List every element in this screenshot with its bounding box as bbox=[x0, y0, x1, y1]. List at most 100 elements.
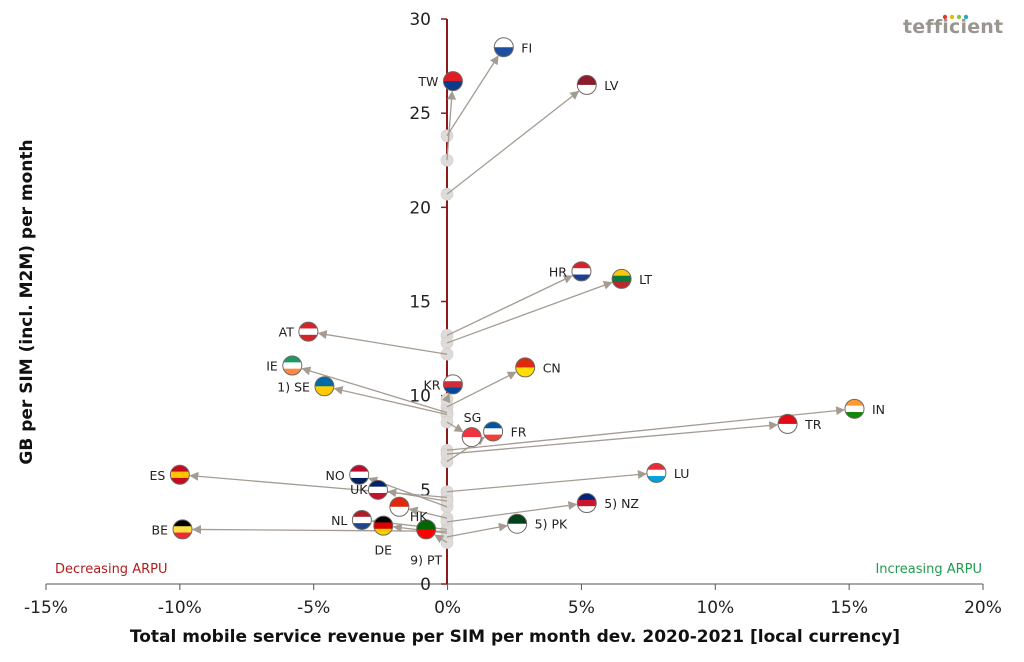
country-marker-hr bbox=[571, 261, 592, 282]
arrow-be bbox=[192, 525, 448, 535]
country-marker-kr bbox=[442, 374, 463, 395]
arrow-1-se bbox=[333, 386, 448, 416]
arrow-in bbox=[446, 406, 846, 451]
y-axis-title: GB per SIM (incl. M2M) per month bbox=[17, 139, 37, 464]
country-label-de: DE bbox=[375, 543, 393, 558]
country-label-be: BE bbox=[152, 522, 169, 537]
arrow-5-nz bbox=[446, 501, 578, 523]
country-marker-5-nz bbox=[576, 493, 597, 514]
country-marker-be bbox=[172, 519, 193, 540]
country-marker-lv bbox=[576, 74, 597, 95]
country-label-uk: UK bbox=[350, 482, 368, 497]
arrows bbox=[189, 55, 846, 544]
country-marker-5-pk bbox=[507, 513, 528, 534]
country-markers bbox=[169, 37, 865, 540]
country-marker-1-se bbox=[314, 376, 335, 397]
arrow-cn bbox=[446, 371, 517, 408]
increasing-arpu-label: Increasing ARPU bbox=[875, 562, 982, 577]
y-tick-label: 15 bbox=[409, 293, 431, 313]
country-marker-fi bbox=[493, 37, 514, 58]
country-label-tw: TW bbox=[417, 74, 438, 89]
arrow-hr bbox=[446, 275, 573, 336]
country-labels: FI TW LV HR LT AT CN IE KR 1) SE SG FR IN TR LU NO ES UK H… bbox=[150, 40, 886, 567]
country-label-ie: IE bbox=[266, 359, 278, 374]
x-tick-label: 15% bbox=[830, 598, 868, 618]
arrow-lv bbox=[446, 90, 580, 195]
y-tick-label: 30 bbox=[409, 10, 431, 30]
x-tick-label: -15% bbox=[24, 598, 68, 618]
country-marker-sg bbox=[461, 427, 482, 448]
arrow-9-pt bbox=[434, 534, 448, 544]
country-label-lt: LT bbox=[639, 272, 652, 287]
country-label-in: IN bbox=[872, 402, 885, 417]
country-marker-cn bbox=[515, 357, 536, 378]
country-marker-tw bbox=[442, 71, 463, 92]
country-label-hr: HR bbox=[549, 264, 567, 279]
country-marker-in bbox=[844, 398, 865, 419]
country-label-tr: TR bbox=[804, 417, 822, 432]
country-label-fi: FI bbox=[521, 40, 532, 55]
country-label-lu: LU bbox=[674, 466, 690, 481]
country-label-9-pt: 9) PT bbox=[410, 552, 442, 567]
country-label-lv: LV bbox=[604, 78, 619, 93]
country-marker-lt bbox=[611, 268, 632, 289]
x-axis-title: Total mobile service revenue per SIM per… bbox=[130, 627, 900, 647]
country-label-5-pk: 5) PK bbox=[535, 517, 568, 532]
arrow-lu bbox=[446, 470, 647, 493]
y-tick-label: 20 bbox=[409, 198, 431, 218]
arrow-ie bbox=[301, 366, 448, 414]
logo-dot-4 bbox=[963, 14, 969, 20]
arrow-tw bbox=[446, 90, 457, 161]
country-label-kr: KR bbox=[424, 377, 441, 392]
tefficient-logo: tefficient bbox=[903, 14, 1003, 38]
arrow-at bbox=[317, 330, 448, 355]
logo-dot-2 bbox=[949, 14, 955, 20]
arrow-5-pk bbox=[446, 522, 508, 538]
x-tick-label: -5% bbox=[297, 598, 330, 618]
logo-text: tefficient bbox=[903, 16, 1003, 38]
country-marker-lu bbox=[646, 462, 667, 483]
country-label-hk: HK bbox=[410, 509, 428, 524]
country-label-sg: SG bbox=[464, 410, 482, 425]
y-tick-label: 0 bbox=[420, 575, 431, 595]
x-tick-label: -10% bbox=[158, 598, 202, 618]
country-label-fr: FR bbox=[511, 424, 527, 439]
arrow-kr bbox=[441, 393, 451, 404]
country-marker-no bbox=[349, 464, 370, 485]
y-tick-label: 10 bbox=[409, 387, 431, 407]
y-tick-label: 5 bbox=[420, 481, 431, 501]
country-marker-nl bbox=[351, 509, 372, 530]
x-tick-label: 10% bbox=[696, 598, 734, 618]
arrow-uk bbox=[387, 488, 448, 502]
country-marker-tr bbox=[777, 413, 798, 434]
country-marker-ie bbox=[282, 355, 303, 376]
origin-dots bbox=[440, 129, 454, 549]
country-label-no: NO bbox=[326, 468, 345, 483]
country-marker-at bbox=[298, 321, 319, 342]
x-tick-label: 5% bbox=[568, 598, 595, 618]
logo-dot-1 bbox=[942, 14, 948, 20]
arrow-fi bbox=[446, 55, 499, 137]
country-label-1-se: 1) SE bbox=[277, 379, 310, 394]
country-marker-es bbox=[169, 464, 190, 485]
country-label-nl: NL bbox=[331, 513, 347, 528]
arrow-sg bbox=[446, 421, 464, 433]
country-marker-fr bbox=[483, 421, 504, 442]
arrow-hk bbox=[408, 506, 448, 519]
x-ticks: -15% -10% -5% 0% 5% 10% 15% 20% bbox=[24, 584, 1002, 618]
country-label-es: ES bbox=[150, 468, 166, 483]
x-tick-label: 0% bbox=[434, 598, 461, 618]
country-label-at: AT bbox=[279, 325, 295, 340]
country-marker-uk bbox=[367, 479, 388, 500]
country-marker-de bbox=[373, 515, 394, 536]
decreasing-arpu-label: Decreasing ARPU bbox=[55, 562, 167, 577]
x-tick-label: 20% bbox=[964, 598, 1002, 618]
country-label-5-nz: 5) NZ bbox=[604, 496, 639, 511]
y-ticks: 0 5 10 15 20 25 30 bbox=[409, 10, 447, 595]
arrow-es bbox=[189, 471, 448, 499]
country-marker-9-pt bbox=[416, 519, 437, 540]
arrow-lt bbox=[446, 281, 613, 344]
logo-dot-3 bbox=[956, 14, 962, 20]
y-tick-label: 25 bbox=[409, 104, 431, 124]
